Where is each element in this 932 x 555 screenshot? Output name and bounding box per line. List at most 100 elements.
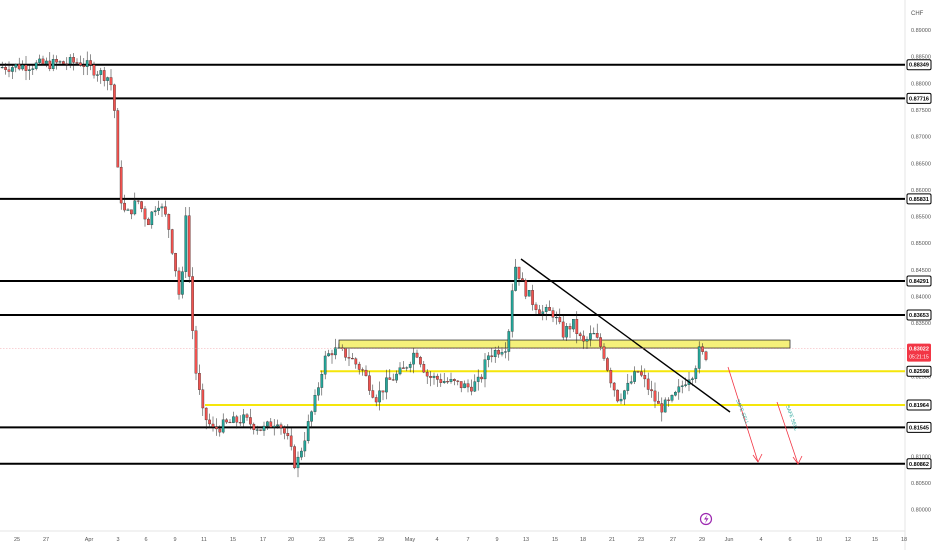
candle-up	[14, 64, 18, 68]
candle-down	[249, 417, 252, 425]
candle-down	[609, 370, 613, 384]
x-tick-label: 9	[173, 537, 176, 543]
candle-up	[442, 381, 446, 383]
level-tag	[906, 275, 932, 287]
candle-down	[289, 435, 293, 447]
candle-down	[640, 371, 643, 376]
level-label: 0.82598	[909, 369, 929, 375]
candle-up	[527, 290, 531, 297]
candle-up	[572, 319, 575, 330]
candle-up	[133, 200, 137, 215]
candle-down	[89, 60, 92, 65]
candle-up	[378, 390, 381, 403]
candle-up	[306, 421, 310, 442]
candle-down	[75, 62, 79, 64]
level-tag	[906, 458, 932, 470]
level-tag	[906, 59, 932, 71]
candle-down	[208, 419, 211, 425]
sell-projection-arrow[interactable]	[776, 401, 799, 465]
x-tick-label: 17	[260, 537, 266, 543]
downtrend-line[interactable]	[520, 258, 731, 413]
candle-up	[449, 379, 453, 382]
candle-up	[276, 424, 279, 427]
candle-down	[470, 386, 473, 392]
candle-down	[116, 110, 120, 168]
candle-down	[480, 376, 483, 380]
candle-down	[425, 371, 429, 377]
level-label: 0.84291	[909, 279, 929, 285]
candle-down	[568, 326, 572, 330]
sell-projection-arrow[interactable]	[727, 366, 759, 463]
resistance-zone	[338, 339, 791, 349]
candle-up	[337, 347, 341, 349]
candle-down	[164, 206, 167, 215]
candle-up	[184, 215, 188, 272]
candle-down	[79, 62, 82, 66]
candle-down	[616, 389, 619, 402]
candle-up	[99, 70, 103, 75]
candle-down	[599, 337, 602, 347]
candle-down	[558, 316, 562, 323]
candle-down	[388, 377, 392, 380]
candle-up	[106, 77, 109, 81]
x-tick-label: 15	[230, 537, 236, 543]
candle-up	[432, 375, 436, 378]
candle-down	[123, 202, 126, 211]
resistance-zone-box[interactable]	[338, 339, 791, 349]
candle-down	[72, 57, 75, 63]
horizontal-levels[interactable]	[0, 63, 905, 465]
candle-up	[408, 364, 412, 368]
candle-up	[221, 419, 225, 433]
candle-down	[636, 371, 640, 373]
time-axis: 25 27 Apr 3 6 9 11 15 17 20 23 25 29 May 4 7 9 13 15 18 21 23…	[14, 537, 907, 543]
candle-up	[232, 416, 235, 423]
candle-down	[147, 218, 150, 226]
candle-down	[578, 333, 582, 337]
y-tick-label: 0.88500	[911, 55, 931, 61]
level-label: 0.80862	[909, 462, 929, 468]
candle-down	[330, 353, 334, 356]
candle-down	[4, 66, 7, 70]
candle-up	[504, 351, 507, 353]
candle-up	[633, 371, 636, 382]
candle-down	[109, 77, 113, 86]
candle-down	[704, 351, 708, 360]
candle-down	[429, 375, 432, 378]
candle-up	[21, 64, 24, 70]
candle-down	[198, 373, 201, 390]
candle-down	[371, 390, 375, 398]
candle-up	[45, 60, 48, 64]
candle-up	[58, 61, 62, 63]
y-tick-label: 0.86000	[911, 188, 931, 194]
candle-up	[313, 395, 317, 412]
candle-up	[398, 367, 402, 375]
candle-down	[402, 367, 405, 369]
candle-down	[119, 166, 123, 204]
level-labels: 0.88349 0.87716 0.85831 0.84291 0.83653 0.825…	[906, 59, 932, 470]
candle-down	[194, 330, 198, 374]
x-tick-label: 18	[901, 537, 907, 543]
level-label: 0.85831	[909, 197, 929, 203]
current-price-marker: 0.83022 05:21:15	[0, 343, 931, 362]
x-tick-label: 3	[116, 537, 119, 543]
candle-up	[670, 395, 674, 401]
candle-up	[395, 373, 398, 381]
level-tag	[906, 92, 932, 104]
candle-down	[582, 335, 585, 342]
x-tick-label: 10	[816, 537, 822, 543]
candle-down	[143, 208, 147, 220]
candle-up	[28, 69, 31, 71]
x-tick-label: 15	[552, 537, 558, 543]
y-tick-label: 0.80500	[911, 481, 931, 487]
level-tag	[906, 399, 932, 411]
candle-up	[320, 374, 324, 388]
candle-up	[300, 450, 303, 458]
candle-up	[510, 290, 514, 332]
lightning-icon[interactable]	[699, 512, 713, 526]
candle-down	[177, 270, 181, 295]
level-label: 0.83653	[909, 313, 929, 319]
x-tick-label: 20	[288, 537, 294, 543]
candle-down	[606, 358, 609, 371]
level-label: 0.87716	[909, 96, 929, 102]
